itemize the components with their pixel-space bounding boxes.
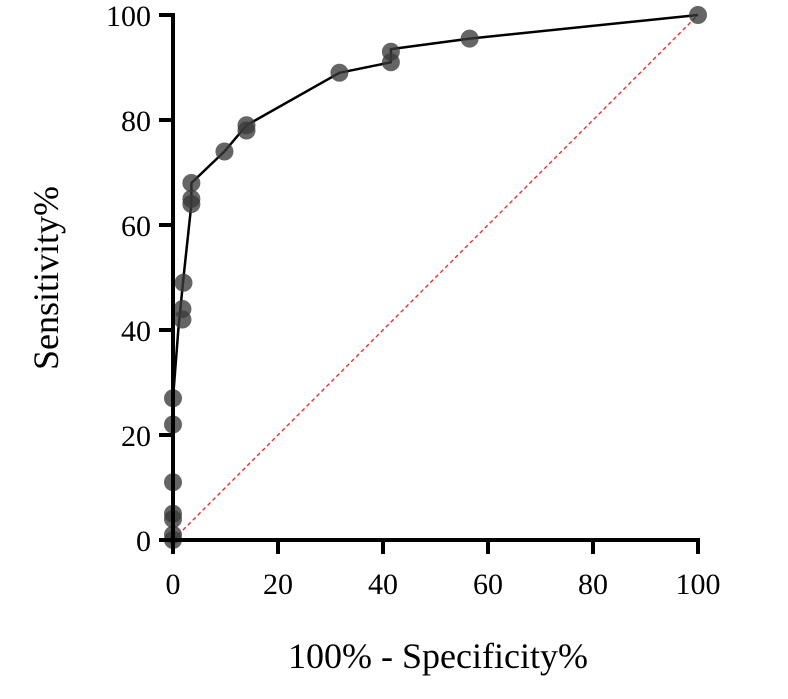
data-point: [182, 189, 201, 208]
data-point: [215, 142, 234, 161]
y-tick-label: 40: [121, 315, 151, 348]
data-point: [460, 29, 479, 48]
x-tick-label: 40: [368, 568, 398, 601]
axes: [159, 13, 700, 554]
x-tick-label: 20: [263, 568, 293, 601]
tick-labels: 0 20 40 60 80 100 0 20 40 60 80 100: [106, 0, 721, 601]
data-point: [174, 273, 193, 292]
y-axis-title: Sensitivity%: [26, 186, 66, 370]
data-point: [237, 116, 256, 135]
y-tick-label: 60: [121, 210, 151, 243]
x-tick-label: 100: [676, 568, 721, 601]
y-tick-label: 0: [136, 525, 151, 558]
x-tick-label: 60: [473, 568, 503, 601]
reference-diagonal-line: [172, 14, 699, 541]
data-point: [173, 300, 192, 318]
y-tick-label: 100: [106, 0, 151, 33]
x-tick-label: 80: [578, 568, 608, 601]
data-point: [381, 42, 400, 61]
x-tick-label: 0: [166, 568, 181, 601]
data-point: [182, 174, 201, 192]
reference-line-layer: [172, 14, 699, 541]
data-point: [330, 63, 349, 82]
x-axis-title: 100% - Specificity%: [288, 636, 588, 676]
data-point: [689, 6, 707, 24]
y-tick-label: 20: [121, 420, 151, 453]
y-tick-label: 80: [121, 105, 151, 138]
